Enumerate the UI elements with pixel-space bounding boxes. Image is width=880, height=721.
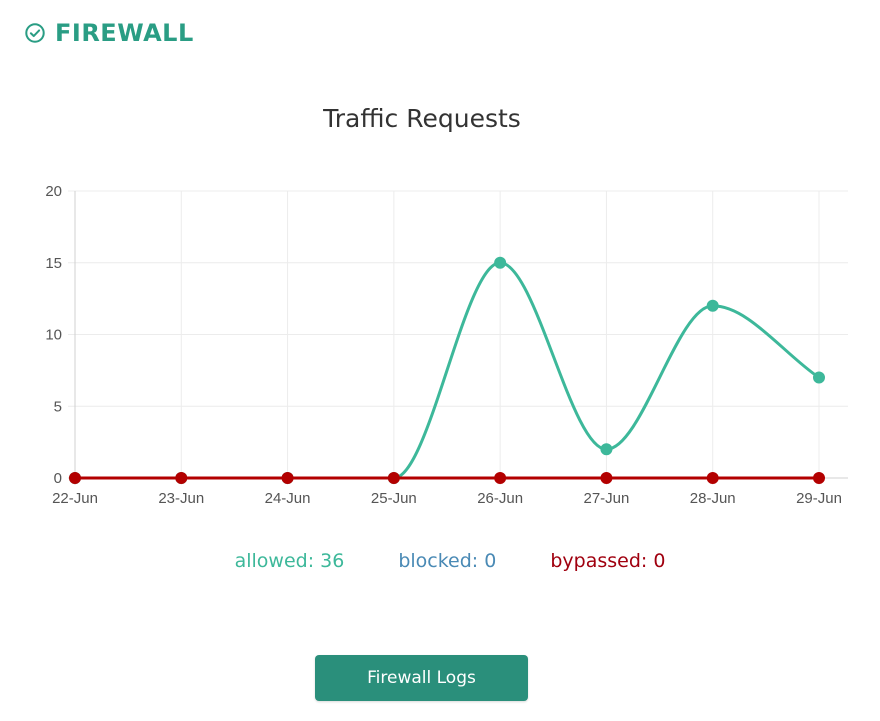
bypassed-point[interactable] <box>813 472 825 484</box>
bypassed-point[interactable] <box>387 472 400 484</box>
y-tick-label: 10 <box>45 327 62 344</box>
y-tick-label: 15 <box>45 255 62 272</box>
y-axis: 0 5 10 15 20 <box>45 183 62 487</box>
x-tick-label: 26-Jun <box>477 490 523 507</box>
allowed-count: allowed: 36 <box>234 550 345 572</box>
page-title: FIREWALL <box>55 19 194 47</box>
blocked-count: blocked: 0 <box>398 550 497 572</box>
header: FIREWALL <box>24 17 194 49</box>
traffic-summary: allowed: 36 blocked: 0 bypassed: 0 <box>0 548 880 574</box>
x-tick-label: 28-Jun <box>690 490 736 507</box>
allowed-point[interactable] <box>494 256 507 269</box>
bypassed-point[interactable] <box>494 472 507 484</box>
bypassed-point[interactable] <box>69 472 81 484</box>
x-tick-label: 22-Jun <box>52 490 98 507</box>
allowed-line <box>75 261 820 480</box>
x-tick-label: 25-Jun <box>371 490 417 507</box>
bypassed-point[interactable] <box>706 472 719 484</box>
firewall-logs-button[interactable]: Firewall Logs <box>315 655 528 701</box>
x-tick-label: 29-Jun <box>796 490 842 507</box>
chart-grid <box>68 190 848 485</box>
check-circle-icon <box>25 23 45 43</box>
y-tick-label: 5 <box>54 398 62 415</box>
bypassed-count: bypassed: 0 <box>550 550 666 572</box>
x-tick-label: 23-Jun <box>158 490 204 507</box>
x-axis: 22-Jun 23-Jun 24-Jun 25-Jun 26-Jun 27-Jun 28-J… <box>52 490 842 507</box>
allowed-point[interactable] <box>600 443 613 456</box>
x-tick-label: 24-Jun <box>265 490 311 507</box>
x-tick-label: 27-Jun <box>583 490 629 507</box>
allowed-point[interactable] <box>706 299 719 312</box>
bypassed-point[interactable] <box>281 472 294 484</box>
y-tick-label: 0 <box>54 470 62 487</box>
chart-title: Traffic Requests <box>323 104 521 133</box>
y-tick-label: 20 <box>45 183 62 200</box>
allowed-point[interactable] <box>813 371 825 384</box>
bypassed-point[interactable] <box>600 472 613 484</box>
bypassed-point[interactable] <box>175 472 188 484</box>
chart-series <box>69 256 825 484</box>
